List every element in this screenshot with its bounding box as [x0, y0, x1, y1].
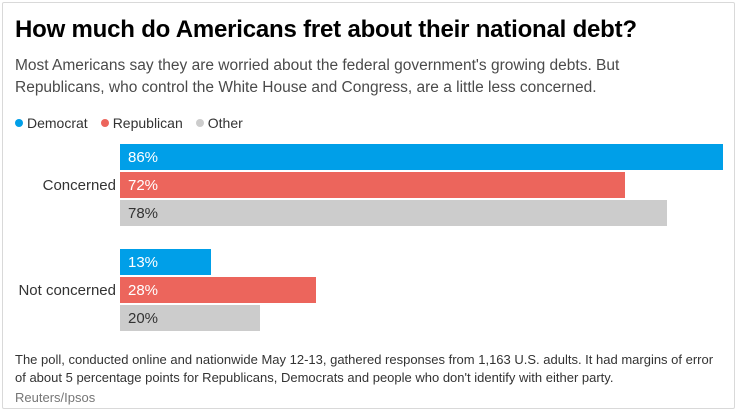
- legend-item-other: Other: [195, 115, 243, 131]
- bar-value-label: 78%: [128, 204, 159, 222]
- legend-label: Other: [207, 115, 243, 131]
- bar-republican-concerned: 72%: [120, 172, 625, 198]
- bar-value-label: 28%: [128, 281, 159, 299]
- legend: Democrat Republican Other: [15, 115, 723, 131]
- legend-label: Republican: [112, 115, 183, 131]
- bars-column: 13% 28% 20%: [120, 249, 723, 331]
- bar-group-not-concerned: Not concerned 13% 28% 20%: [15, 249, 723, 331]
- footnote: The poll, conducted online and nationwid…: [15, 352, 714, 385]
- bar-democrat-concerned: 86%: [120, 144, 723, 170]
- bar-value-label: 13%: [128, 253, 159, 271]
- chart-subtitle: Most Americans say they are worried abou…: [15, 57, 620, 96]
- bar-other-concerned: 78%: [120, 200, 667, 226]
- bar-chart: Concerned 86% 72% 78% Not concerned 13% 28% 20%: [15, 144, 723, 331]
- bar-republican-not-concerned: 28%: [120, 277, 317, 303]
- source-credit: Reuters/Ipsos: [15, 390, 96, 405]
- bar-other-not-concerned: 20%: [120, 305, 261, 331]
- legend-swatch-icon: [100, 119, 109, 127]
- category-label: Concerned: [42, 176, 116, 194]
- bar-value-label: 20%: [128, 309, 159, 327]
- legend-swatch-icon: [195, 119, 204, 127]
- bar-value-label: 86%: [128, 148, 159, 166]
- legend-label: Democrat: [27, 115, 88, 131]
- bar-value-label: 72%: [128, 176, 159, 194]
- category-label: Not concerned: [18, 281, 116, 299]
- bar-group-concerned: Concerned 86% 72% 78%: [15, 144, 723, 226]
- chart-title: How much do Americans fret about their n…: [15, 16, 637, 43]
- legend-item-democrat: Democrat: [15, 115, 88, 131]
- legend-item-republican: Republican: [100, 115, 183, 131]
- bars-column: 86% 72% 78%: [120, 144, 723, 226]
- legend-swatch-icon: [15, 119, 23, 127]
- bar-democrat-not-concerned: 13%: [120, 249, 212, 275]
